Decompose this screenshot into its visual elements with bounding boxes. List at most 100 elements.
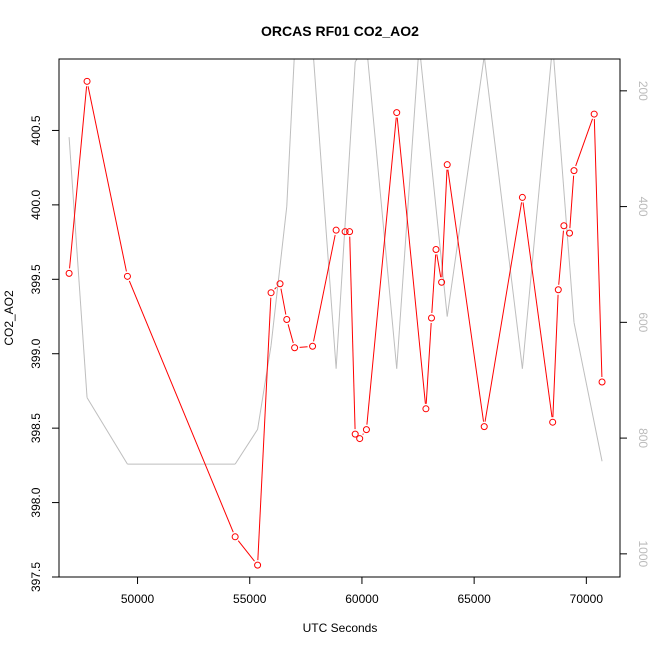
secondary-series-segment <box>420 59 448 317</box>
co2-data-point <box>590 110 598 118</box>
co2-series-segment <box>558 230 564 285</box>
co2-data-point <box>267 289 275 297</box>
y-axis: 397.5 398.0 398.5 399.0 399.5 400.0 400.5 <box>29 115 60 592</box>
co2-series-segment <box>299 346 308 348</box>
co2-data-point <box>438 278 446 286</box>
co2-data-point <box>276 280 284 288</box>
secondary-series-segment <box>257 345 272 430</box>
secondary-series-segment <box>234 429 259 465</box>
co2-data-point <box>443 161 451 169</box>
co2-data-point <box>341 228 349 236</box>
secondary-series-segment <box>573 322 603 462</box>
co2-series-segment <box>396 117 426 404</box>
co2-data-point <box>231 533 239 541</box>
secondary-series-segment <box>68 137 88 398</box>
co2-series-segment <box>425 322 432 404</box>
y2-axis: 200 400 600 800 1000 <box>619 81 650 568</box>
co2-data-point <box>518 193 526 201</box>
secondary-series-segment <box>553 59 575 323</box>
y2-tick-label: 400 <box>636 197 650 217</box>
secondary-series-segment <box>295 45 313 51</box>
x-axis-label: UTC Seconds <box>303 621 378 635</box>
co2-data-point <box>332 226 340 234</box>
co2-series-segment <box>313 234 336 342</box>
y-tick-label: 399.5 <box>29 264 43 294</box>
co2-data-point <box>362 426 370 434</box>
co2-series-segment <box>257 297 272 561</box>
secondary-series-segment <box>396 59 419 369</box>
co2-data-point <box>432 246 440 254</box>
co2-data-point <box>422 405 430 413</box>
co2-data-point <box>309 342 317 350</box>
y-tick-label: 400.5 <box>29 115 43 145</box>
co2-data-point <box>254 561 262 569</box>
secondary-series-segment <box>286 59 295 207</box>
co2-data-point <box>83 77 91 85</box>
y2-tick-label: 600 <box>636 312 650 332</box>
y-tick-label: 399.0 <box>29 338 43 368</box>
co2-series-segment <box>362 433 364 435</box>
co2-series-segment <box>87 86 127 272</box>
co2-series-segment <box>349 236 356 430</box>
co2-data-point <box>283 315 291 323</box>
x-tick-label: 50000 <box>121 592 155 606</box>
co2-series-segment <box>593 119 603 378</box>
y2-tick-label: 800 <box>636 428 650 448</box>
co2-data-point <box>356 435 364 443</box>
secondary-series-segment <box>521 59 552 369</box>
co2-data-point <box>549 418 557 426</box>
co2-data-point <box>560 222 568 230</box>
secondary-series-segment <box>270 206 288 346</box>
secondary-series-segment <box>367 59 398 369</box>
co2-data-point <box>65 269 73 277</box>
y2-tick-label: 1000 <box>636 540 650 567</box>
co2-series-segment <box>569 175 575 229</box>
co2-data-point <box>123 272 131 280</box>
co2-series-segment <box>237 540 255 562</box>
y-tick-label: 398.0 <box>29 487 43 517</box>
secondary-series-segment <box>484 59 523 369</box>
co2-data-point <box>346 228 354 236</box>
co2-data-point <box>554 286 562 294</box>
co2-data-point <box>480 423 488 431</box>
co2-data-point <box>598 378 606 386</box>
x-tick-label: 60000 <box>345 592 379 606</box>
co2-series-segment <box>447 169 485 422</box>
co2-series-segment <box>366 117 397 425</box>
co2-data-point <box>393 109 401 117</box>
co2-data-point <box>566 229 574 237</box>
co2-series-segment <box>128 280 234 533</box>
co2-series-segment <box>436 254 442 278</box>
co2-data-point <box>351 430 359 438</box>
co2-series-segment <box>287 324 294 344</box>
y-tick-label: 397.5 <box>29 562 43 592</box>
co2-series-segment <box>69 86 88 269</box>
co2-data-point <box>291 344 299 352</box>
y-tick-label: 400.0 <box>29 190 43 220</box>
co2-data-point <box>428 314 436 322</box>
co2-data-point <box>570 167 578 175</box>
secondary-series-segment <box>313 59 337 369</box>
x-tick-label: 65000 <box>457 592 491 606</box>
y-tick-label: 398.5 <box>29 413 43 443</box>
co2-series-segment <box>274 286 277 290</box>
x-tick-label: 70000 <box>570 592 604 606</box>
x-axis: 50000 55000 60000 65000 70000 <box>121 576 604 606</box>
series-layer <box>65 45 606 569</box>
y2-tick-label: 200 <box>636 81 650 101</box>
y-axis-label: CO2_AO2 <box>2 290 16 346</box>
co2-series-segment <box>484 202 523 422</box>
co2-series-segment <box>522 202 553 418</box>
co2-series-segment <box>280 288 287 315</box>
co2-series-segment <box>575 118 593 167</box>
secondary-series-segment <box>335 61 356 369</box>
co2-series-segment <box>552 294 559 418</box>
chart-title: ORCAS RF01 CO2_AO2 <box>261 23 419 39</box>
co2-series-segment <box>431 254 437 314</box>
secondary-series-segment <box>446 59 485 317</box>
x-tick-label: 55000 <box>233 592 267 606</box>
co2-series-segment <box>441 169 448 278</box>
secondary-series-segment <box>86 397 128 465</box>
plot-frame <box>58 58 621 578</box>
